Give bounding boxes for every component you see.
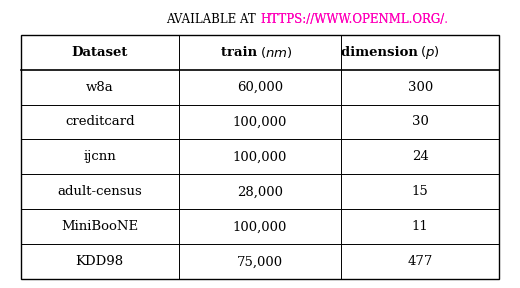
Text: 100,000: 100,000 [233, 220, 287, 233]
Text: MiniBooNE: MiniBooNE [61, 220, 138, 233]
Text: adult-census: adult-census [57, 185, 142, 198]
Text: dimension: dimension [341, 46, 420, 58]
Text: HTTPS://WWW.OPENML.ORG/: HTTPS://WWW.OPENML.ORG/ [260, 13, 444, 26]
Text: 30: 30 [412, 115, 428, 128]
Text: $(p)$: $(p)$ [420, 43, 440, 60]
Text: 75,000: 75,000 [237, 255, 283, 268]
Text: HTTPS://WWW.OPENML.ORG/.: HTTPS://WWW.OPENML.ORG/. [260, 13, 448, 26]
Text: train: train [221, 46, 260, 58]
Text: 60,000: 60,000 [237, 81, 283, 94]
Text: ijcnn: ijcnn [83, 150, 116, 164]
Text: 477: 477 [408, 255, 433, 268]
Text: 100,000: 100,000 [233, 115, 287, 128]
Text: 28,000: 28,000 [237, 185, 283, 198]
Text: Dataset: Dataset [72, 46, 128, 58]
Text: 300: 300 [408, 81, 433, 94]
Text: KDD98: KDD98 [76, 255, 124, 268]
Text: 24: 24 [412, 150, 428, 164]
Text: 11: 11 [412, 220, 428, 233]
Text: $(nm)$: $(nm)$ [260, 45, 292, 60]
Text: AVAILABLE AT: AVAILABLE AT [166, 13, 260, 26]
Text: 15: 15 [412, 185, 428, 198]
Bar [21, 35, 499, 279]
Text: w8a: w8a [86, 81, 113, 94]
Text: 100,000: 100,000 [233, 150, 287, 164]
Text: creditcard: creditcard [65, 115, 135, 128]
